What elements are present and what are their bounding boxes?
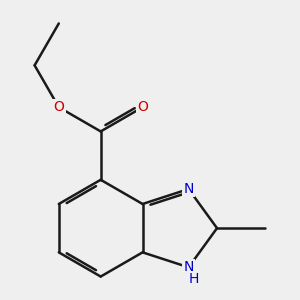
Text: O: O bbox=[53, 100, 64, 114]
Text: O: O bbox=[137, 100, 148, 114]
Text: N: N bbox=[183, 182, 194, 196]
Text: N: N bbox=[183, 260, 194, 274]
Text: H: H bbox=[188, 272, 199, 286]
